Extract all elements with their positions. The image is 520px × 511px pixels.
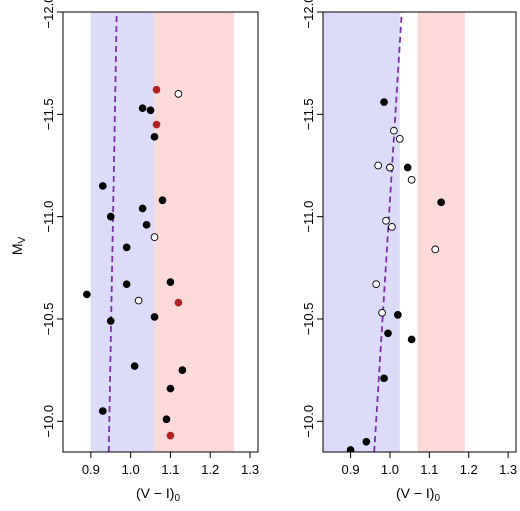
x-axis-title-left-main: (V − I) — [136, 485, 175, 501]
data-point-filled-black-right — [380, 374, 388, 383]
data-point-open-right — [374, 161, 382, 170]
y-tick-label-right: −11.0 — [301, 201, 316, 233]
data-point-open-right — [407, 175, 416, 184]
data-point-filled-red-left — [166, 431, 175, 440]
data-point-filled-black-left — [142, 220, 151, 229]
data-point-filled-red-left — [152, 85, 161, 94]
data-point-open-left — [134, 296, 143, 305]
plot-area-right — [323, 12, 465, 452]
data-point-filled-black-left — [130, 362, 139, 370]
data-point-filled-black-right — [362, 437, 371, 446]
y-tick-label-left: −10.0 — [41, 405, 56, 438]
y-axis-title-sub: V — [17, 237, 28, 244]
data-point-filled-black-left — [122, 280, 131, 289]
chart-panels: −12.0 −11.5 −11.0 −10.5 −10.0 0.9 1.0 1.1 1.2 1.3… — [41, 0, 517, 477]
x-axis-title-right-main: (V − I) — [396, 485, 435, 501]
data-point-open-left — [174, 90, 183, 98]
data-point-open-left — [150, 233, 159, 241]
data-point-filled-black-right — [407, 335, 416, 344]
y-tick-label-right: −12.0 — [301, 0, 316, 28]
x-tick-label-left: 0.9 — [82, 462, 100, 477]
data-point-filled-black-left — [122, 243, 131, 252]
y-axis-title: MV — [9, 237, 28, 256]
data-point-filled-black-left — [150, 132, 159, 141]
data-point-filled-black-left — [138, 204, 147, 213]
data-point-open-right — [431, 245, 440, 254]
plot-frame-right — [322, 11, 517, 453]
data-point-filled-black-left — [98, 182, 107, 190]
x-tick-label-left: 1.1 — [161, 462, 179, 477]
panel-left: −12.0 −11.5 −11.0 −10.5 −10.0 0.9 1.0 1.1 1.2 1.3 — [41, 0, 259, 477]
red-band-right — [417, 12, 465, 452]
data-point-filled-black-right — [437, 198, 446, 207]
data-point-open-right — [390, 126, 398, 135]
data-point-open-right — [378, 308, 386, 317]
x-axis-title-right: (V − I)0 — [396, 485, 441, 504]
data-point-filled-black-left — [83, 290, 91, 299]
data-point-filled-black-left — [166, 278, 175, 286]
data-point-filled-black-left — [162, 415, 171, 424]
x-tick-label-right: 1.3 — [499, 462, 517, 477]
data-point-filled-black-left — [106, 317, 115, 325]
x-tick-label-left: 1.2 — [201, 462, 219, 477]
y-tick-label-left: −11.5 — [41, 98, 56, 130]
data-point-filled-black-left — [106, 212, 115, 221]
data-point-filled-black-left — [138, 104, 147, 113]
data-point-open-right — [395, 135, 404, 143]
panel-right: −12.0 −11.5 −11.0 −10.5 −10.0 0.9 1.0 1.1 1.2 1.3 — [301, 0, 517, 477]
y-tick-label-left: −11.0 — [41, 201, 56, 233]
y-tick-label-right: −10.0 — [301, 405, 316, 438]
data-point-filled-black-right — [403, 163, 412, 172]
y-tick-label-left: −12.0 — [41, 0, 56, 28]
data-point-open-right — [386, 163, 394, 172]
svg-text:MV: MV — [9, 237, 28, 256]
x-axis-title-right-sub: 0 — [434, 493, 440, 504]
data-point-filled-red-left — [174, 298, 183, 307]
data-point-filled-black-right — [346, 446, 355, 452]
data-point-filled-black-left — [178, 366, 187, 374]
dashed-line-right — [373, 12, 403, 452]
data-point-open-right — [372, 280, 381, 289]
y-tick-label-right: −10.5 — [301, 303, 316, 336]
data-point-filled-red-left — [152, 120, 161, 129]
data-point-open-right — [382, 216, 390, 225]
data-point-filled-black-left — [150, 313, 159, 321]
dashed-line-left — [107, 12, 118, 452]
data-point-open-right — [388, 223, 396, 231]
x-axis-title-left-sub: 0 — [174, 493, 180, 504]
x-tick-label-right: 0.9 — [342, 462, 360, 477]
data-point-filled-black-left — [146, 106, 155, 115]
y-tick-label-left: −10.5 — [41, 303, 56, 336]
plot-frame-left — [62, 11, 259, 453]
x-tick-label-left: 1.3 — [241, 462, 259, 477]
y-tick-label-right: −11.5 — [301, 98, 316, 130]
data-point-filled-black-left — [166, 384, 175, 393]
data-point-filled-black-right — [393, 311, 402, 319]
y-axis-title-main: M — [9, 244, 25, 256]
plot-area-left — [83, 12, 235, 452]
data-point-filled-black-left — [158, 196, 167, 205]
red-band-left — [154, 12, 235, 452]
blue-band-left — [90, 12, 155, 452]
data-point-filled-black-right — [380, 98, 388, 106]
x-tick-label-right: 1.1 — [420, 462, 438, 477]
data-point-filled-black-left — [98, 407, 107, 415]
x-axis-title-left: (V − I)0 — [136, 485, 181, 504]
x-tick-label-right: 1.2 — [460, 462, 478, 477]
x-tick-label-left: 1.0 — [122, 462, 140, 477]
x-tick-label-right: 1.0 — [381, 462, 399, 477]
data-point-filled-black-right — [384, 329, 392, 338]
